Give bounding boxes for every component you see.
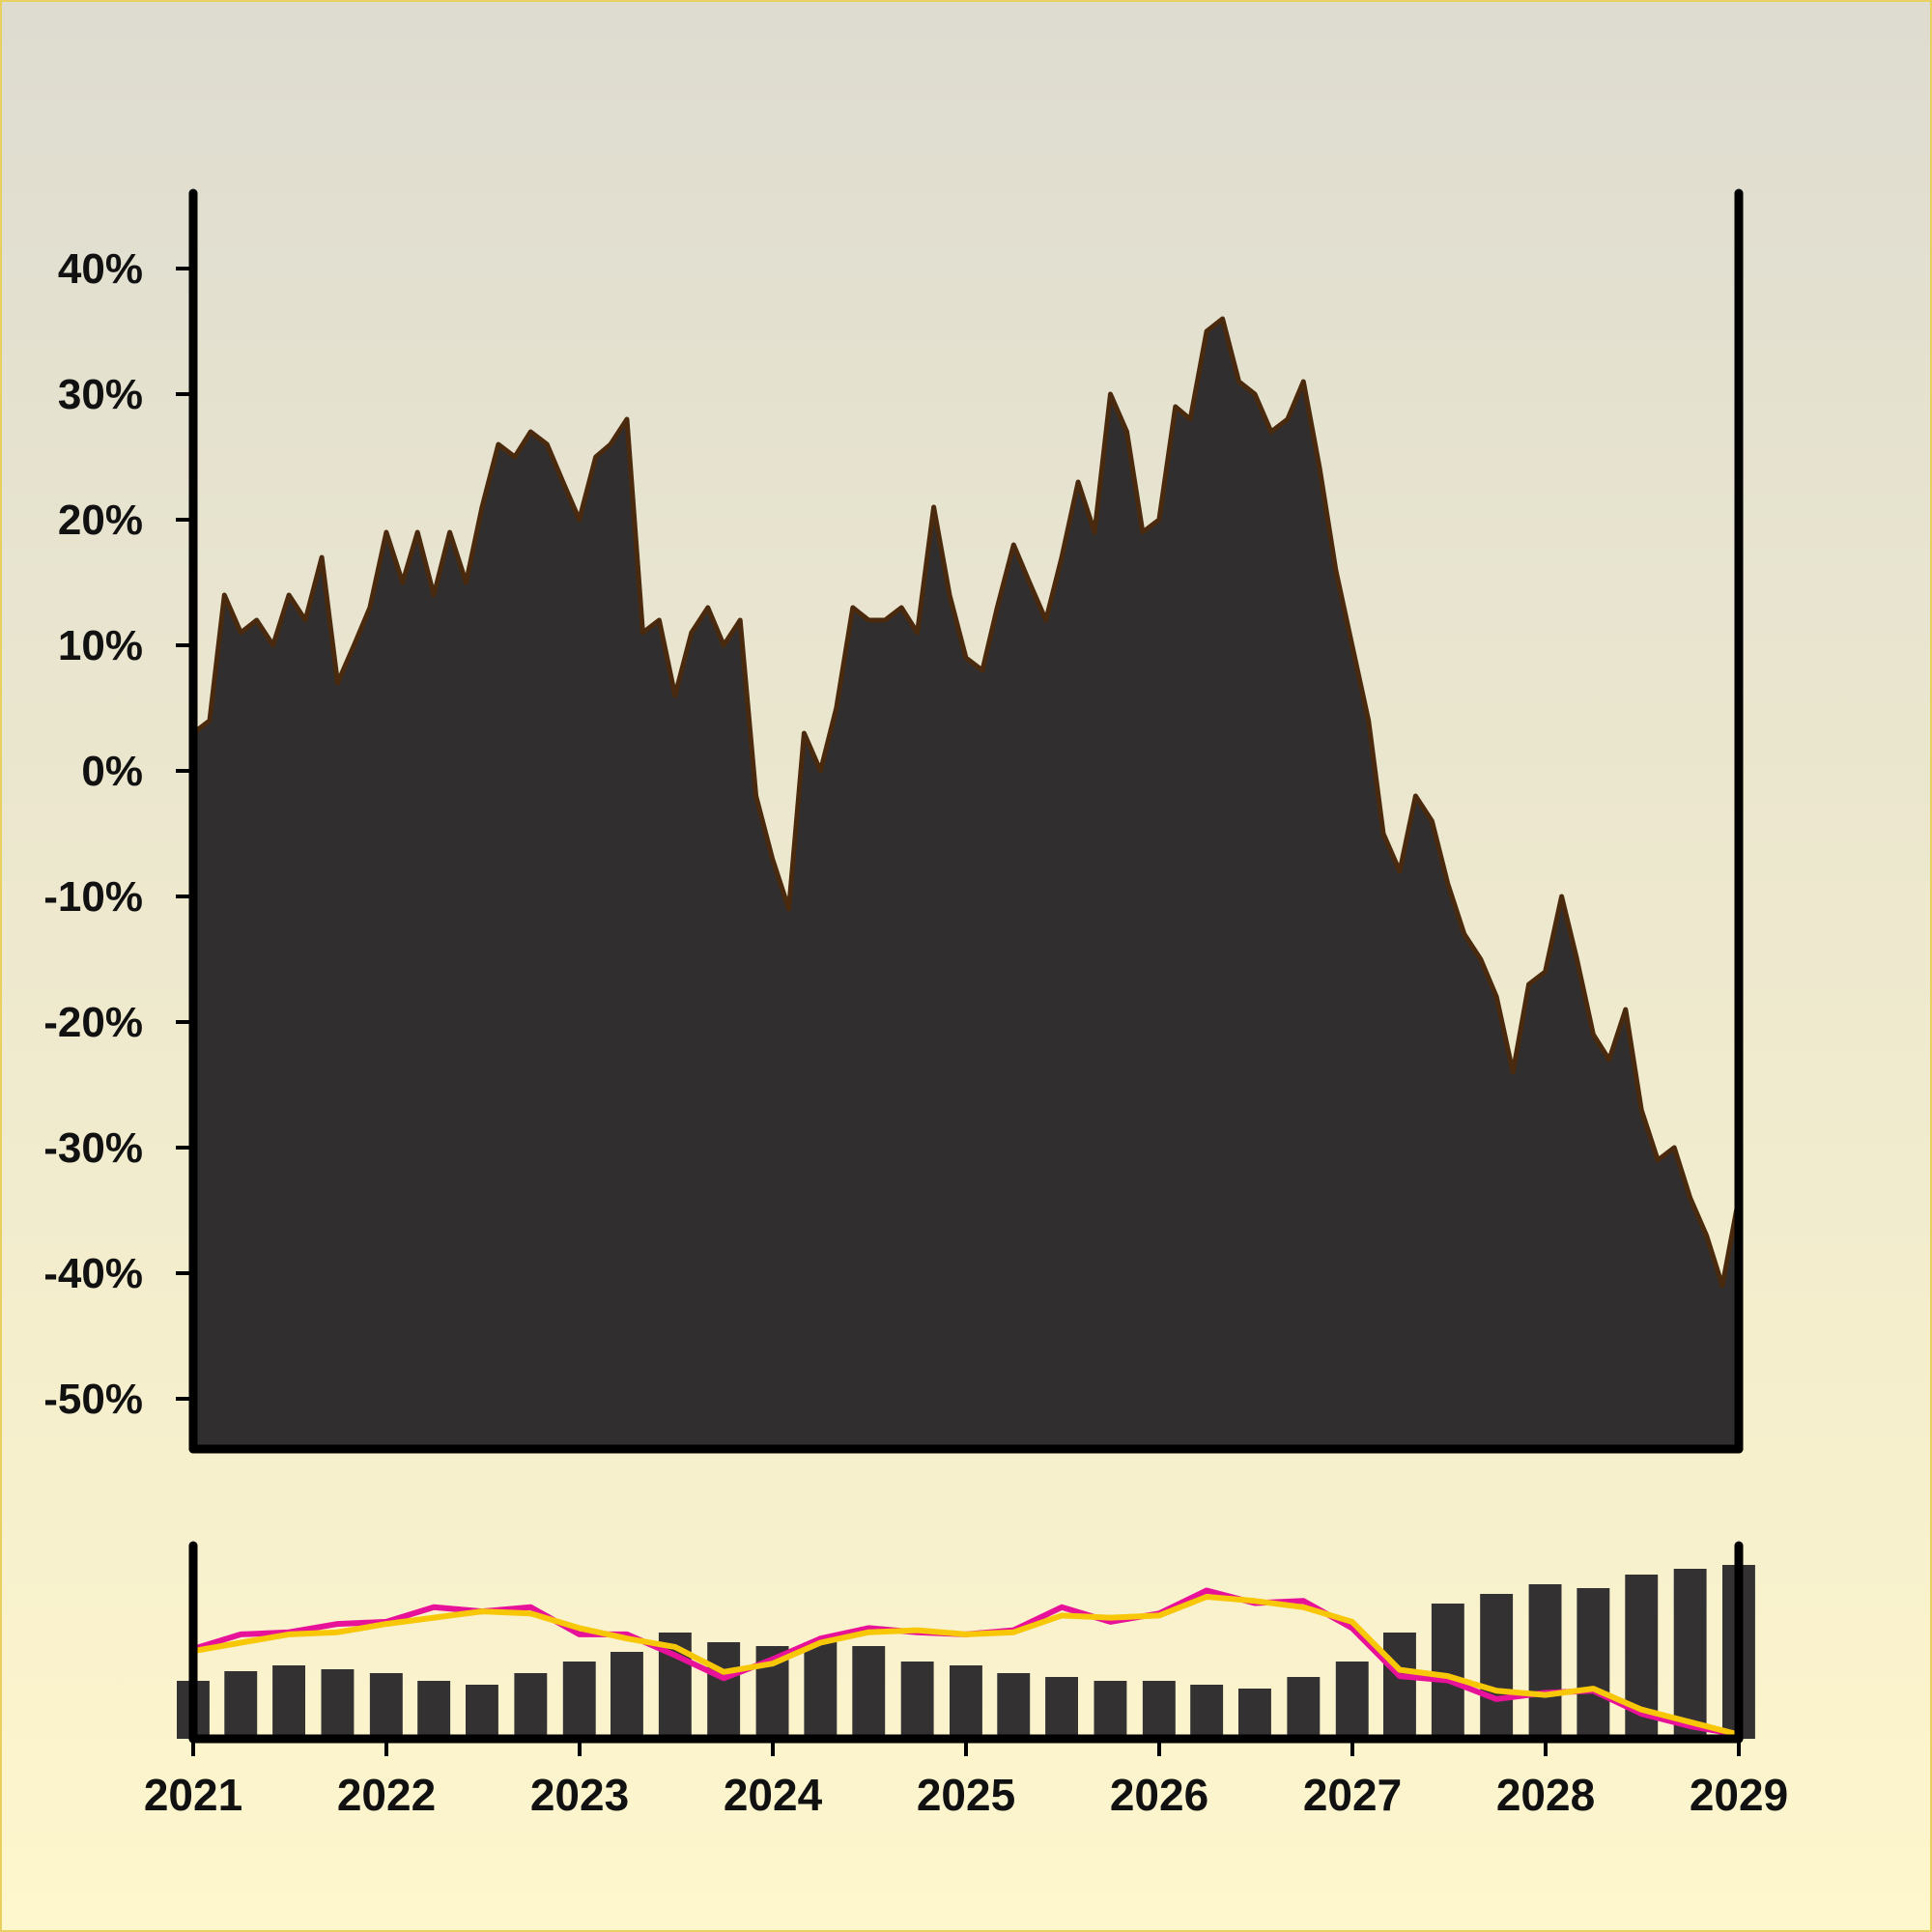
volume-bar xyxy=(852,1646,886,1739)
volume-bar xyxy=(900,1662,934,1739)
x-tick-label: 2027 xyxy=(1303,1770,1402,1820)
price-area xyxy=(190,316,1742,1452)
x-axis: 2021 2022 2023 2024 2025 2026 2027 2028 2029 xyxy=(144,1739,1788,1820)
y-tick-label: 20% xyxy=(58,497,143,544)
volume-bar xyxy=(514,1673,548,1739)
y-axis: 40% 30% 20% 10% 0% -10% -20% -30% -40% -50% xyxy=(43,245,193,1423)
volume-bar xyxy=(1577,1588,1610,1739)
volume-bar xyxy=(707,1642,741,1739)
y-tick-label: 30% xyxy=(58,371,143,418)
volume-bar xyxy=(1335,1662,1369,1739)
volume-bar xyxy=(417,1681,451,1739)
y-tick-label: 10% xyxy=(58,622,143,669)
x-tick-label: 2026 xyxy=(1110,1770,1208,1820)
x-tick-label: 2024 xyxy=(724,1770,823,1820)
volume-bar xyxy=(1045,1677,1078,1739)
volume-bar xyxy=(562,1662,596,1739)
volume-bar xyxy=(1480,1594,1514,1739)
volume-bar xyxy=(369,1673,403,1739)
main-chart-panel xyxy=(188,188,1744,1454)
y-tick-label: -20% xyxy=(43,999,143,1046)
x-tick-label: 2023 xyxy=(530,1770,629,1820)
volume-bar xyxy=(272,1665,305,1739)
y-tick-label: 0% xyxy=(81,748,143,795)
y-tick-label: -40% xyxy=(43,1250,143,1297)
volume-bar xyxy=(804,1642,838,1739)
y-tick-label: -50% xyxy=(43,1376,143,1423)
volume-bar xyxy=(1431,1604,1464,1739)
x-tick-label: 2022 xyxy=(337,1770,436,1820)
volume-bar xyxy=(950,1665,982,1739)
volume-panel xyxy=(177,1541,1755,1744)
volume-bar xyxy=(1528,1584,1562,1739)
volume-bar xyxy=(1287,1677,1321,1739)
volume-bar xyxy=(1673,1569,1707,1739)
x-tick-label: 2029 xyxy=(1690,1770,1788,1820)
moving-average-yellow xyxy=(192,1594,1740,1738)
x-tick-label: 2028 xyxy=(1496,1770,1595,1820)
volume-bar xyxy=(1190,1685,1224,1739)
volume-bar xyxy=(1142,1681,1176,1739)
volume-bar xyxy=(1238,1689,1271,1739)
volume-bar xyxy=(1383,1633,1416,1739)
volume-bar xyxy=(611,1652,643,1739)
y-tick-label: 40% xyxy=(58,245,143,293)
y-tick-label: -30% xyxy=(43,1124,143,1172)
volume-bar xyxy=(321,1669,355,1739)
y-tick-label: -10% xyxy=(43,873,143,921)
x-tick-label: 2025 xyxy=(917,1770,1015,1820)
x-tick-label: 2021 xyxy=(144,1770,242,1820)
volume-bar xyxy=(466,1685,498,1739)
volume-bar xyxy=(224,1671,258,1739)
volume-bar xyxy=(997,1673,1031,1739)
volume-bar xyxy=(1094,1681,1127,1739)
